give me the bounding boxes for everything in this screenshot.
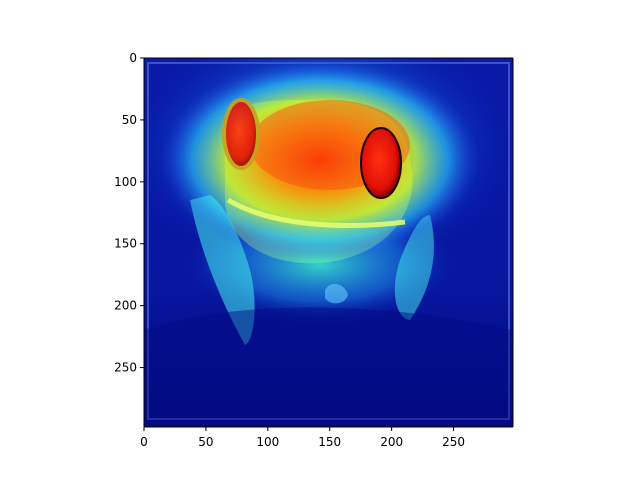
y-tick-label: 150 xyxy=(114,237,137,251)
frog-left-eye xyxy=(222,98,260,170)
x-tick-label: 50 xyxy=(198,435,213,449)
y-tick-label: 100 xyxy=(114,175,137,189)
y-axis-ticks: 0 50 100 150 200 250 xyxy=(114,51,144,375)
frog-right-eye xyxy=(360,127,402,199)
frog-mouth xyxy=(226,197,406,229)
heatmap-image xyxy=(144,58,513,427)
frog-front-toes xyxy=(325,283,348,304)
frog-right-leg xyxy=(394,215,434,320)
frog-left-leg xyxy=(190,195,255,345)
foliage-shadow xyxy=(144,307,513,427)
y-tick-label: 50 xyxy=(122,113,137,127)
y-tick-label: 250 xyxy=(114,361,137,375)
x-tick-label: 250 xyxy=(442,435,465,449)
x-tick-label: 100 xyxy=(256,435,279,449)
y-tick-label: 0 xyxy=(129,51,137,65)
x-tick-label: 150 xyxy=(318,435,341,449)
x-axis-ticks: 0 50 100 150 200 250 xyxy=(140,427,465,449)
x-tick-label: 200 xyxy=(380,435,403,449)
x-tick-label: 0 xyxy=(140,435,148,449)
y-tick-label: 200 xyxy=(114,299,137,313)
